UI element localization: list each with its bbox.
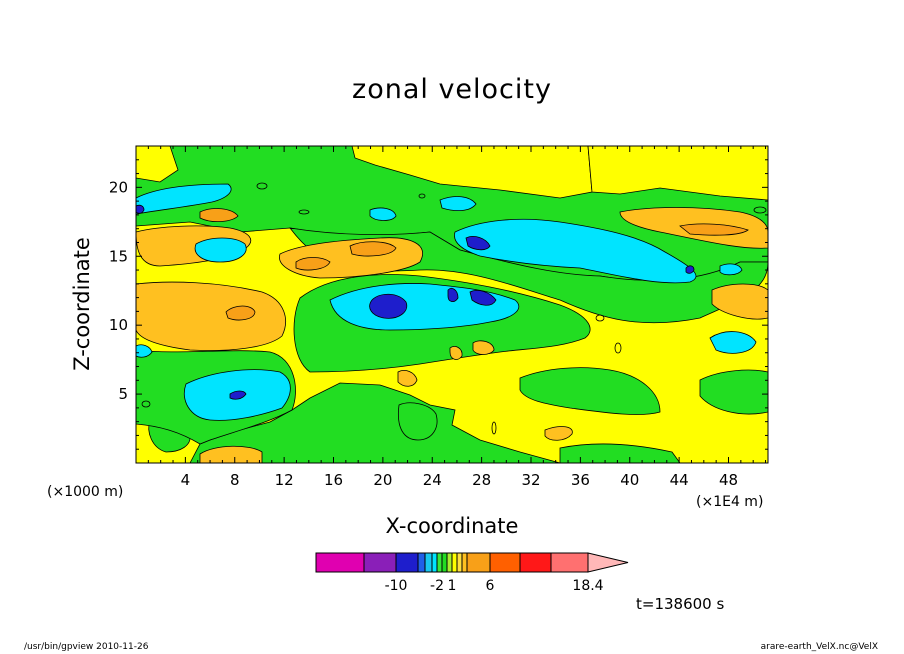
chart-title: zonal velocity xyxy=(352,74,552,105)
colorbar-cell xyxy=(461,552,468,573)
colorbar-cell xyxy=(395,552,419,573)
colorbar-cell xyxy=(363,552,397,573)
time-label: t=138600 s xyxy=(636,595,725,613)
colorbar-label: -10 xyxy=(385,578,408,594)
y-tick-label: 10 xyxy=(109,316,128,334)
minor-contours xyxy=(141,182,767,435)
x-axis-unit-right: (×1E4 m) xyxy=(696,494,764,510)
colorbar: -10 -2 1 6 18.4 xyxy=(315,552,629,594)
x-tick-label: 24 xyxy=(423,471,442,489)
x-tick-label: 48 xyxy=(719,471,738,489)
colorbar-cell xyxy=(466,552,491,573)
colorbar-cell xyxy=(446,552,453,573)
colorbar-label: 6 xyxy=(486,578,495,594)
x-axis-unit: (×1000 m) xyxy=(47,484,124,500)
colorbar-cell xyxy=(424,552,433,573)
colorbar-cell xyxy=(456,552,463,573)
colorbar-cell xyxy=(451,552,458,573)
colorbar-extension xyxy=(587,552,629,573)
footer-left: /usr/bin/gpview 2010-11-26 xyxy=(24,642,149,652)
blue-cores xyxy=(136,204,695,400)
x-tick-label: 20 xyxy=(373,471,392,489)
colorbar-cell xyxy=(441,552,448,573)
colorbar-label: 1 xyxy=(448,578,457,594)
y-tick-label: 15 xyxy=(109,247,128,265)
colorbar-cell xyxy=(315,552,365,573)
footer-right: arare-earth_VelX.nc@VelX xyxy=(760,642,878,652)
x-tick-label: 44 xyxy=(670,471,689,489)
x-tick-label: 28 xyxy=(472,471,491,489)
colorbar-cell xyxy=(436,552,443,573)
x-tick-label: 32 xyxy=(521,471,540,489)
velocity-field xyxy=(136,146,768,463)
colorbar-label: -2 xyxy=(430,578,444,594)
y-tick-label: 5 xyxy=(118,385,128,403)
x-tick-label: 12 xyxy=(275,471,294,489)
x-axis-label: X-coordinate xyxy=(385,514,519,538)
x-tick-label: 4 xyxy=(181,471,191,489)
y-tick-label: 20 xyxy=(109,178,128,196)
colorbar-cell xyxy=(550,552,589,573)
orange-core-regions xyxy=(199,208,749,321)
colorbar-cell xyxy=(489,552,521,573)
colorbar-cell xyxy=(431,552,438,573)
x-tick-label: 16 xyxy=(324,471,343,489)
colorbar-cell xyxy=(417,552,426,573)
plot-frame xyxy=(135,145,769,464)
x-tick-label: 8 xyxy=(230,471,240,489)
x-tick-label: 40 xyxy=(620,471,639,489)
colorbar-cell xyxy=(519,552,552,573)
colorbar-label: 18.4 xyxy=(572,578,603,594)
x-tick-label: 36 xyxy=(571,471,590,489)
